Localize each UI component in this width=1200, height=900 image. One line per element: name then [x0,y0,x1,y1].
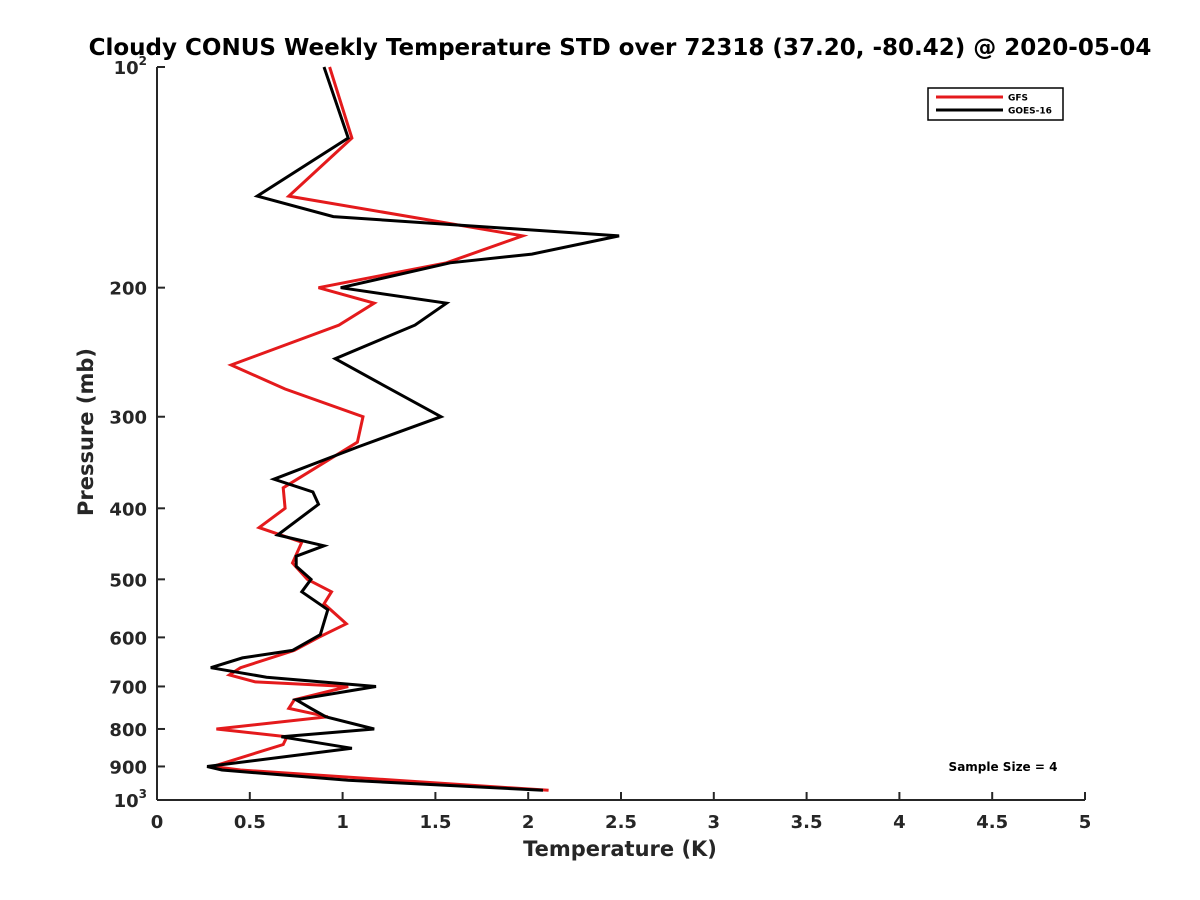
x-tick-label: 1 [336,812,349,833]
y-tick-label: 103 [114,787,147,812]
series-line-goes-16 [206,66,620,792]
y-tick-label: 600 [109,628,147,649]
x-tick-label: 4.5 [976,812,1008,833]
x-tick-label: 5 [1079,812,1092,833]
y-tick-label: 700 [109,677,147,698]
y-tick-label: 300 [109,408,147,429]
legend-box [927,87,1064,121]
x-tick-label: 3 [708,812,721,833]
x-tick-label: 2 [522,812,535,833]
x-tick-label: 0 [151,812,164,833]
x-tick-label: 3.5 [791,812,823,833]
sample-size-annotation: Sample Size = 4 [949,760,1058,774]
chart-title: Cloudy CONUS Weekly Temperature STD over… [89,35,1152,61]
y-tick-label: 900 [109,757,147,778]
y-tick-label: 800 [109,720,147,741]
x-tick-label: 2.5 [605,812,637,833]
x-axis: 0 0.5 1 1.5 2 2.5 3 3.5 4 4.5 5 [151,792,1092,833]
x-tick-label: 1.5 [419,812,451,833]
legend-label: GOES-16 [1008,107,1052,117]
x-axis-label: Temperature (K) [523,837,717,861]
series-line-gfs [212,66,549,792]
y-tick-label: 500 [109,570,147,591]
y-tick-label: 102 [114,54,147,79]
x-tick-label: 0.5 [234,812,266,833]
y-axis-label: Pressure (mb) [74,348,98,516]
y-tick-label: 200 [109,279,147,300]
legend: GFS GOES-16 [927,87,1064,121]
series-group [206,66,620,792]
x-tick-label: 4 [893,812,906,833]
legend-label: GFS [1008,94,1028,104]
y-tick-label: 400 [109,499,147,520]
y-axis: 102 200 300 400 500 600 700 800 900 103 [109,54,165,812]
